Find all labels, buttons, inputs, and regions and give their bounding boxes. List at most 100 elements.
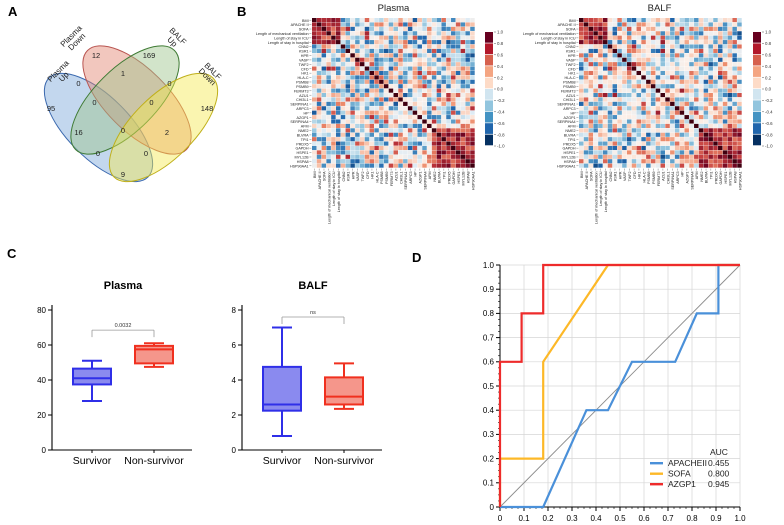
svg-text:HSP90AA1: HSP90AA1 bbox=[290, 164, 309, 168]
svg-text:HP: HP bbox=[414, 171, 418, 177]
svg-text:KSR1: KSR1 bbox=[566, 50, 576, 54]
svg-text:60: 60 bbox=[37, 341, 46, 350]
svg-text:0: 0 bbox=[96, 149, 100, 158]
svg-text:Length of mechanical ventilati: Length of mechanical ventilation bbox=[327, 171, 331, 224]
svg-text:Length of stay in hospital: Length of stay in hospital bbox=[268, 41, 309, 45]
svg-text:-0.6: -0.6 bbox=[765, 121, 773, 126]
svg-text:0.8: 0.8 bbox=[497, 41, 504, 46]
svg-text:APACHE II: APACHE II bbox=[558, 23, 576, 27]
svg-text:0: 0 bbox=[144, 149, 148, 158]
svg-text:ARPC3: ARPC3 bbox=[409, 171, 413, 183]
svg-text:BMI: BMI bbox=[302, 19, 309, 23]
svg-text:TPI1: TPI1 bbox=[443, 171, 447, 179]
svg-text:HPR: HPR bbox=[618, 171, 622, 179]
svg-text:CHI3L1: CHI3L1 bbox=[399, 171, 403, 184]
svg-text:SERPINA1: SERPINA1 bbox=[671, 171, 675, 189]
svg-text:CNN2: CNN2 bbox=[299, 45, 309, 49]
svg-text:FERMT3: FERMT3 bbox=[294, 89, 309, 93]
svg-text:SERPINA1: SERPINA1 bbox=[557, 103, 575, 107]
svg-text:Non-survivor: Non-survivor bbox=[314, 455, 374, 467]
svg-text:CNN2: CNN2 bbox=[566, 45, 576, 49]
svg-text:0.7: 0.7 bbox=[483, 333, 495, 342]
svg-text:HSP90AA1: HSP90AA1 bbox=[738, 171, 742, 190]
svg-text:PSMB9: PSMB9 bbox=[652, 171, 656, 184]
svg-text:0.8: 0.8 bbox=[483, 309, 495, 318]
svg-text:SOFA: SOFA bbox=[323, 171, 327, 181]
svg-text:APACHE II: APACHE II bbox=[318, 171, 322, 189]
svg-text:AZGP1: AZGP1 bbox=[564, 116, 576, 120]
svg-text:PSMB9: PSMB9 bbox=[385, 171, 389, 184]
svg-text:MYL12B: MYL12B bbox=[729, 171, 733, 186]
svg-text:HK1: HK1 bbox=[568, 72, 575, 76]
svg-text:0.6: 0.6 bbox=[765, 53, 772, 58]
svg-text:1.0: 1.0 bbox=[765, 30, 772, 35]
svg-text:TWF2: TWF2 bbox=[566, 63, 576, 67]
svg-text:ARPC3: ARPC3 bbox=[676, 171, 680, 183]
svg-text:0.6: 0.6 bbox=[497, 53, 504, 58]
svg-text:CNN2: CNN2 bbox=[609, 171, 613, 181]
svg-text:0.4: 0.4 bbox=[483, 406, 495, 415]
svg-text:0.8: 0.8 bbox=[686, 514, 698, 523]
svg-text:CFD: CFD bbox=[301, 67, 309, 71]
svg-text:0: 0 bbox=[92, 98, 96, 107]
svg-text:SOFA: SOFA bbox=[590, 171, 594, 181]
svg-text:AFM: AFM bbox=[695, 171, 699, 179]
svg-text:AUC: AUC bbox=[710, 447, 728, 457]
svg-text:SERPINA4: SERPINA4 bbox=[557, 120, 575, 124]
svg-text:20: 20 bbox=[37, 411, 46, 420]
svg-text:0.2: 0.2 bbox=[542, 514, 554, 523]
svg-text:HK1: HK1 bbox=[301, 72, 308, 76]
svg-text:GAPDH: GAPDH bbox=[719, 171, 723, 184]
svg-text:169: 169 bbox=[143, 51, 156, 60]
svg-text:BLVRA: BLVRA bbox=[564, 133, 576, 137]
svg-text:SOFA: SOFA bbox=[668, 469, 691, 479]
svg-text:HPR: HPR bbox=[301, 54, 309, 58]
svg-text:Length of stay in ICU: Length of stay in ICU bbox=[599, 171, 603, 206]
svg-text:SERPINA4: SERPINA4 bbox=[290, 120, 308, 124]
svg-text:SOFA: SOFA bbox=[299, 28, 309, 32]
svg-text:-0.8: -0.8 bbox=[765, 132, 773, 137]
panel-a-label: A bbox=[8, 4, 18, 19]
svg-text:Length of mechanical ventilati: Length of mechanical ventilation bbox=[594, 171, 598, 224]
svg-text:MYL12B: MYL12B bbox=[561, 156, 576, 160]
svg-text:0.6: 0.6 bbox=[483, 358, 495, 367]
svg-text:8: 8 bbox=[232, 306, 237, 315]
svg-text:CHI3L1: CHI3L1 bbox=[296, 98, 309, 102]
svg-text:BMI: BMI bbox=[580, 171, 584, 178]
svg-text:CNN2: CNN2 bbox=[342, 171, 346, 181]
svg-text:HK1: HK1 bbox=[638, 171, 642, 178]
svg-text:HP: HP bbox=[681, 171, 685, 177]
svg-text:HSPE1: HSPE1 bbox=[457, 171, 461, 183]
svg-text:Non-survivor: Non-survivor bbox=[124, 455, 184, 467]
svg-text:PRDX5: PRDX5 bbox=[447, 171, 451, 183]
balf-colorbar: 1.0 0.8 0.6 0.4 0.2 0.0 -0.2 -0.4 -0.6 -0.8 -1.0 bbox=[753, 30, 773, 149]
svg-text:-1.0: -1.0 bbox=[497, 144, 505, 149]
svg-text:1.0: 1.0 bbox=[497, 30, 504, 35]
svg-text:CFD: CFD bbox=[366, 171, 370, 179]
svg-text:0: 0 bbox=[149, 98, 153, 107]
svg-text:0.9: 0.9 bbox=[483, 285, 495, 294]
svg-text:HP: HP bbox=[570, 111, 576, 115]
panel-b-label: B bbox=[237, 4, 247, 19]
svg-text:0.0: 0.0 bbox=[765, 87, 772, 92]
svg-text:AFM: AFM bbox=[568, 125, 576, 129]
balf-boxplot: 0 2 4 6 8 Survivor Non-survivor ns bbox=[232, 305, 382, 467]
svg-text:VASP: VASP bbox=[356, 171, 360, 181]
svg-text:0.800: 0.800 bbox=[708, 469, 730, 479]
svg-text:9: 9 bbox=[121, 170, 125, 179]
svg-text:PSMB9: PSMB9 bbox=[296, 85, 309, 89]
svg-text:VASP: VASP bbox=[623, 171, 627, 181]
svg-text:0: 0 bbox=[167, 79, 171, 88]
svg-text:0: 0 bbox=[498, 514, 503, 523]
svg-text:TPI1: TPI1 bbox=[568, 138, 576, 142]
svg-text:HSPA8: HSPA8 bbox=[564, 160, 576, 164]
svg-text:KSR1: KSR1 bbox=[299, 50, 309, 54]
svg-text:0: 0 bbox=[42, 446, 47, 455]
svg-text:SERPINA4: SERPINA4 bbox=[690, 171, 694, 189]
svg-text:6: 6 bbox=[232, 341, 237, 350]
svg-text:KSR1: KSR1 bbox=[614, 171, 618, 181]
svg-text:BMI: BMI bbox=[313, 171, 317, 178]
svg-text:HLA-C: HLA-C bbox=[298, 76, 309, 80]
